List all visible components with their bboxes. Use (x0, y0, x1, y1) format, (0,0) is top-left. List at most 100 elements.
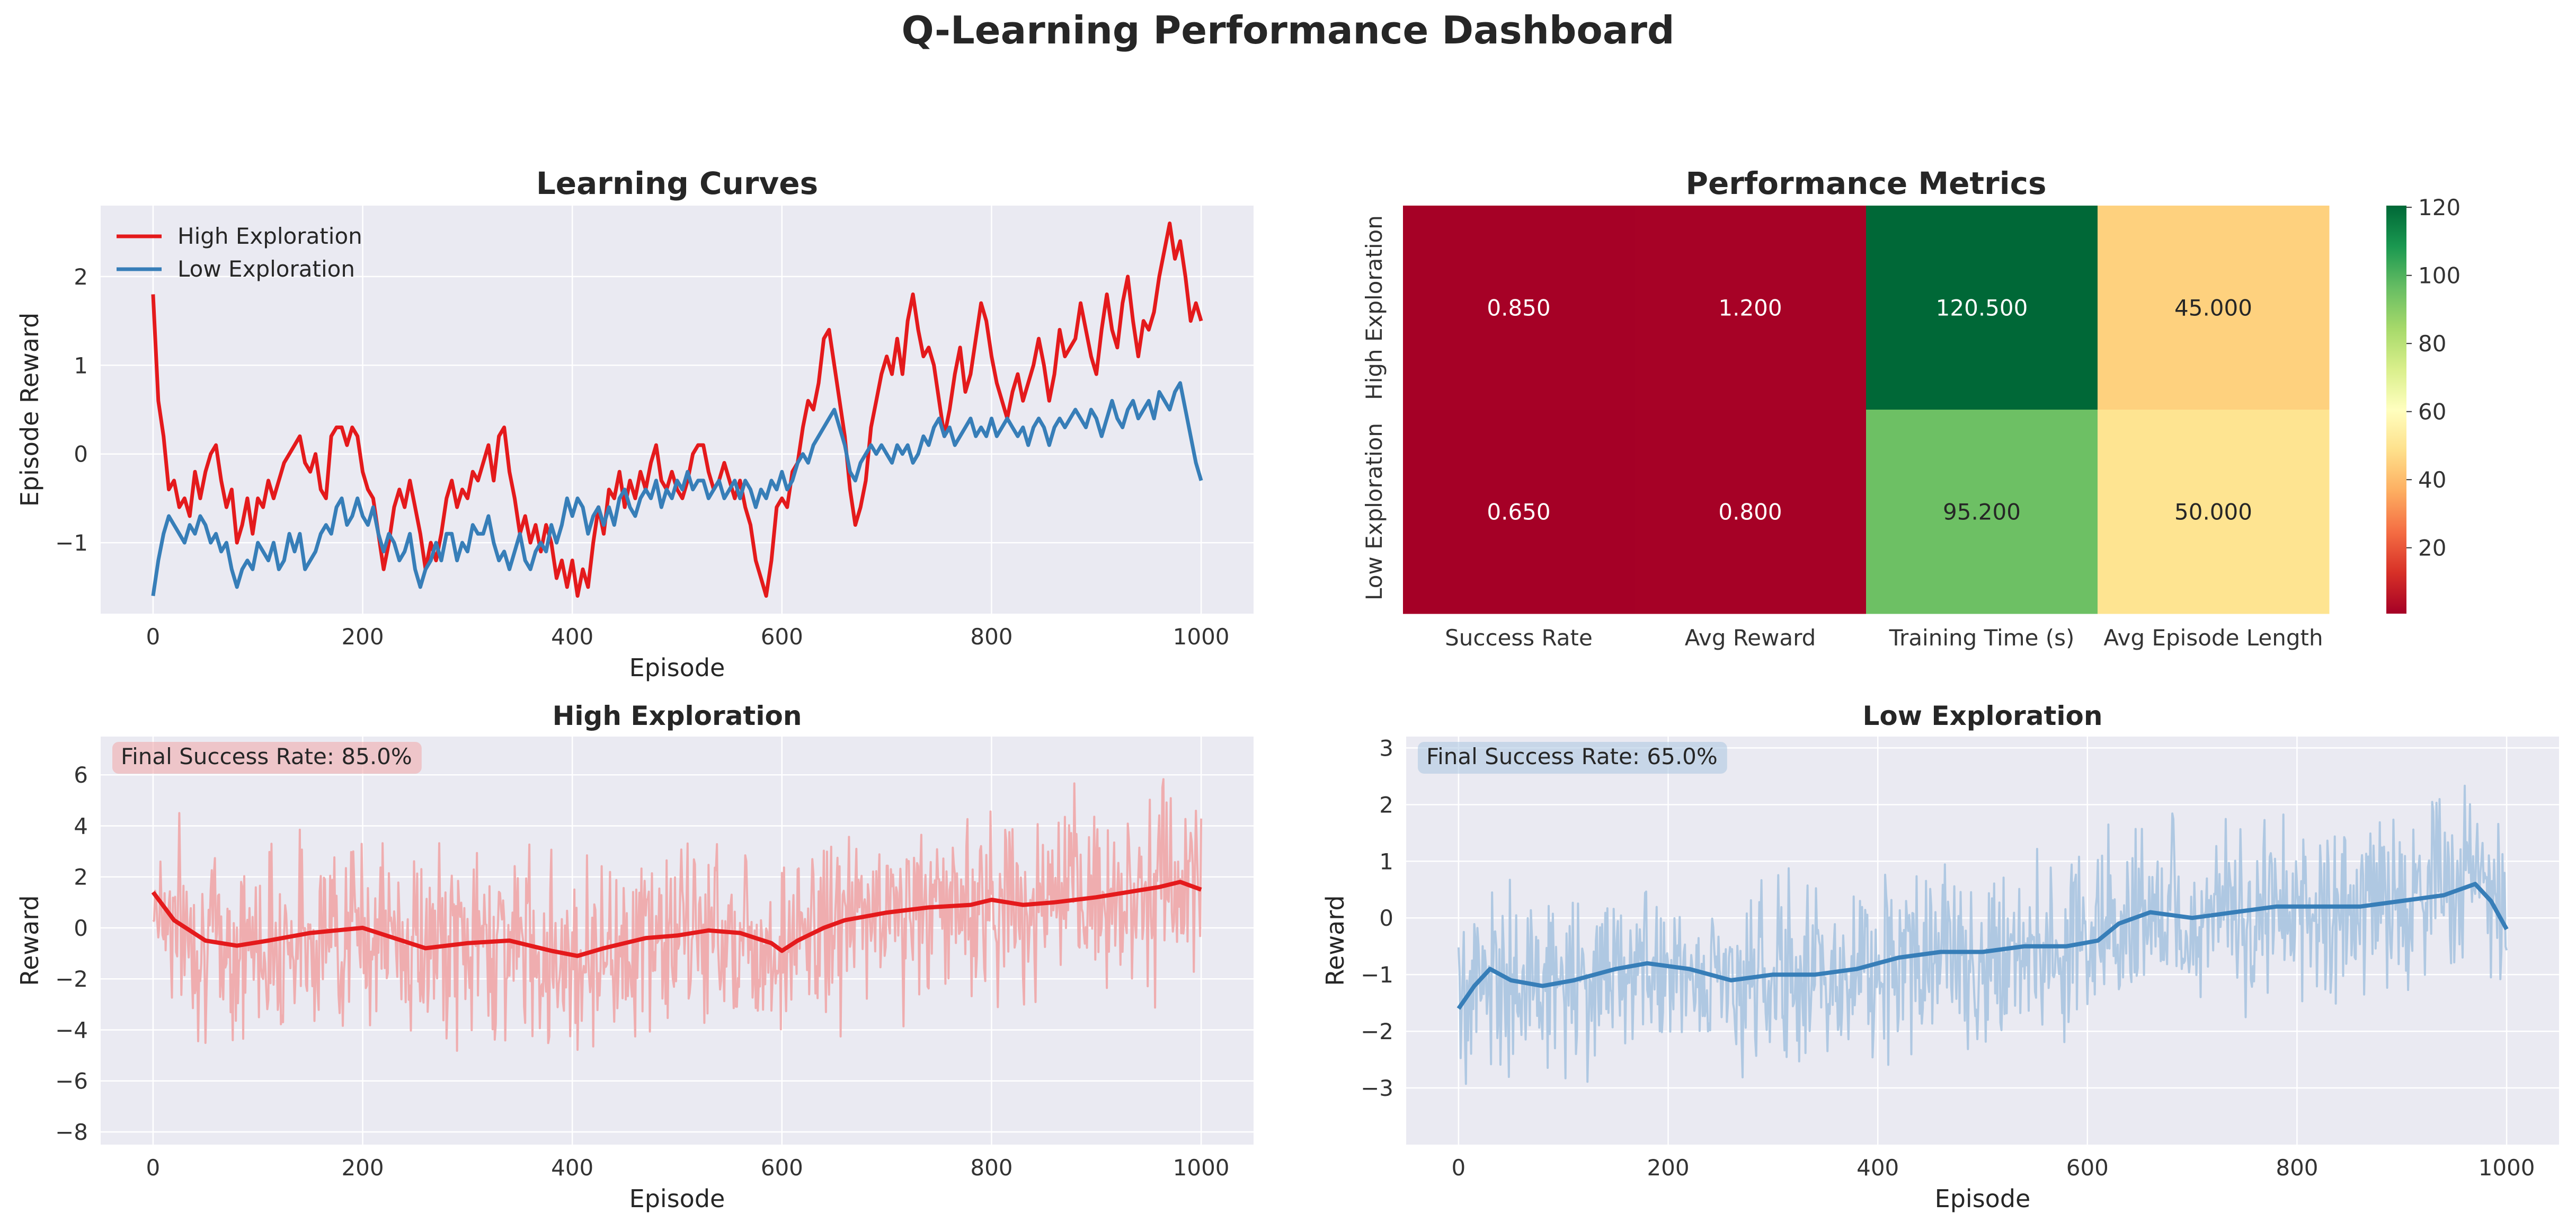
heatmap-cell (1635, 410, 1867, 614)
heatmap-cell-label: 0.850 (1487, 295, 1550, 321)
x-tick-label: 0 (146, 624, 161, 650)
y-tick-label: 0 (1379, 905, 1393, 931)
performance-metrics-panel: Performance Metrics 0.850 1.200 120.500 45.… (1361, 165, 2460, 651)
low-exploration-annotation-box (1418, 742, 1727, 774)
low-exploration-curve (151, 381, 1203, 597)
legend-low-exploration-label: Low Exploration (177, 256, 355, 282)
low-exploration-y-ticks: −3 −2 −1 0 1 2 3 (1361, 735, 1393, 1101)
performance-metrics-title: Performance Metrics (1685, 165, 2046, 201)
y-tick-label: 2 (74, 864, 88, 890)
y-tick-label: −1 (55, 530, 88, 556)
high-exploration-curve (151, 222, 1203, 598)
high-exploration-series (151, 778, 1203, 1052)
heatmap-cell (2098, 410, 2330, 614)
y-tick-label: −1 (1361, 962, 1393, 988)
y-tick-label: −6 (55, 1068, 88, 1094)
dashboard-title: Q-Learning Performance Dashboard (902, 8, 1675, 52)
y-tick-label: 0 (74, 915, 88, 941)
heatmap-colorbar-ticks: 20 40 60 80 100 120 (2406, 194, 2460, 561)
x-tick-label: 200 (341, 1155, 384, 1181)
x-tick-label: 800 (970, 1155, 1012, 1181)
learning-curves-y-ticks: −1 0 1 2 (55, 264, 88, 556)
y-tick-label: −8 (55, 1119, 88, 1145)
high-exploration-panel: 0 200 400 600 800 1000 −8 −6 −4 −2 0 2 4 6 High Expl… (15, 701, 1254, 1213)
heatmap-cell-label: 50.000 (2174, 499, 2252, 525)
low-exploration-y-label: Reward (1321, 895, 1349, 986)
heatmap-column-label: Training Time (s) (1889, 625, 2075, 651)
low-exploration-title: Low Exploration (1863, 701, 2103, 731)
heatmap-column-label: Avg Episode Length (2103, 625, 2323, 651)
y-tick-label: 1 (74, 352, 88, 378)
heatmap-column-label: Avg Reward (1685, 625, 1816, 651)
x-tick-label: 0 (146, 1155, 161, 1181)
x-tick-label: 400 (551, 1155, 593, 1181)
heatmap-cell (2098, 206, 2330, 410)
y-tick-label: 1 (1379, 848, 1393, 874)
high-exploration-title: High Exploration (553, 701, 802, 731)
learning-curves-legend: High Exploration Low Exploration (117, 223, 362, 282)
learning-curves-grid (101, 206, 1254, 614)
heatmap-cell-label: 95.200 (1943, 499, 2021, 525)
y-tick-label: 2 (74, 264, 88, 290)
low-exploration-raw-rewards (1457, 784, 2508, 1085)
y-tick-label: 6 (74, 762, 88, 788)
y-tick-label: −2 (55, 966, 88, 992)
heatmap-cell (1866, 206, 2098, 410)
low-exploration-panel: 0 200 400 600 800 1000 −3 −2 −1 0 1 2 3 Low Explora… (1321, 701, 2559, 1213)
heatmap-colorbar (2386, 206, 2406, 614)
heatmap-cell-label: 0.650 (1487, 499, 1550, 525)
heatmap-cell (1403, 206, 1635, 410)
x-tick-label: 1000 (1173, 624, 1230, 650)
y-tick-label: −3 (1361, 1075, 1393, 1101)
colorbar-tick-label: 120 (2418, 194, 2460, 220)
y-tick-label: −4 (55, 1017, 88, 1043)
low-exploration-x-ticks: 0 200 400 600 800 1000 (1452, 1155, 2535, 1181)
high-exploration-x-label: Episode (629, 1184, 725, 1213)
x-tick-label: 0 (1452, 1155, 1466, 1181)
low-exploration-smoothed-curve (1456, 882, 2509, 1010)
heatmap-cells: 0.850 1.200 120.500 45.000 0.650 0.800 95.200 5… (1403, 206, 2330, 614)
legend-high-exploration-label: High Exploration (177, 223, 362, 249)
learning-curves-x-label: Episode (629, 653, 725, 682)
high-exploration-y-label: Reward (15, 895, 44, 986)
heatmap-row-label: High Exploration (1361, 215, 1387, 400)
x-tick-label: 200 (341, 624, 384, 650)
y-tick-label: −2 (1361, 1019, 1393, 1044)
low-exploration-x-label: Episode (1935, 1184, 2031, 1213)
heatmap-cell-label: 120.500 (1936, 295, 2028, 321)
heatmap-row-label: Low Exploration (1361, 423, 1387, 600)
heatmap-row-labels: High Exploration Low Exploration (1361, 215, 1387, 600)
x-tick-label: 200 (1647, 1155, 1689, 1181)
high-exploration-annotation: Final Success Rate: 85.0% (121, 743, 412, 769)
x-tick-label: 400 (1857, 1155, 1899, 1181)
heatmap-column-label: Success Rate (1445, 625, 1593, 651)
heatmap-cell (1866, 410, 2098, 614)
heatmap-cell-label: 1.200 (1718, 295, 1782, 321)
heatmap-cell-label: 45.000 (2174, 295, 2252, 321)
learning-curves-x-ticks: 0 200 400 600 800 1000 (146, 624, 1230, 650)
heatmap-cell (1635, 206, 1867, 410)
x-tick-label: 400 (551, 624, 593, 650)
colorbar-tick-label: 100 (2418, 263, 2460, 289)
y-tick-label: 2 (1379, 792, 1393, 818)
colorbar-tick-label: 60 (2418, 399, 2446, 425)
colorbar-tick-label: 40 (2418, 467, 2446, 493)
low-exploration-series (1456, 784, 2509, 1085)
colorbar-tick-label: 80 (2418, 331, 2446, 357)
x-tick-label: 600 (761, 624, 803, 650)
x-tick-label: 800 (2276, 1155, 2318, 1181)
heatmap-cell (1403, 410, 1635, 614)
low-exploration-annotation: Final Success Rate: 65.0% (1426, 743, 1718, 769)
x-tick-label: 800 (970, 624, 1012, 650)
learning-curves-y-label: Episode Reward (15, 313, 44, 507)
x-tick-label: 600 (2066, 1155, 2109, 1181)
heatmap-cell-label: 0.800 (1718, 499, 1782, 525)
x-tick-label: 1000 (1173, 1155, 1230, 1181)
x-tick-label: 1000 (2479, 1155, 2535, 1181)
x-tick-label: 600 (761, 1155, 803, 1181)
high-exploration-y-ticks: −8 −6 −4 −2 0 2 4 6 (55, 762, 88, 1145)
y-tick-label: 0 (74, 441, 88, 467)
y-tick-label: 3 (1379, 735, 1393, 761)
